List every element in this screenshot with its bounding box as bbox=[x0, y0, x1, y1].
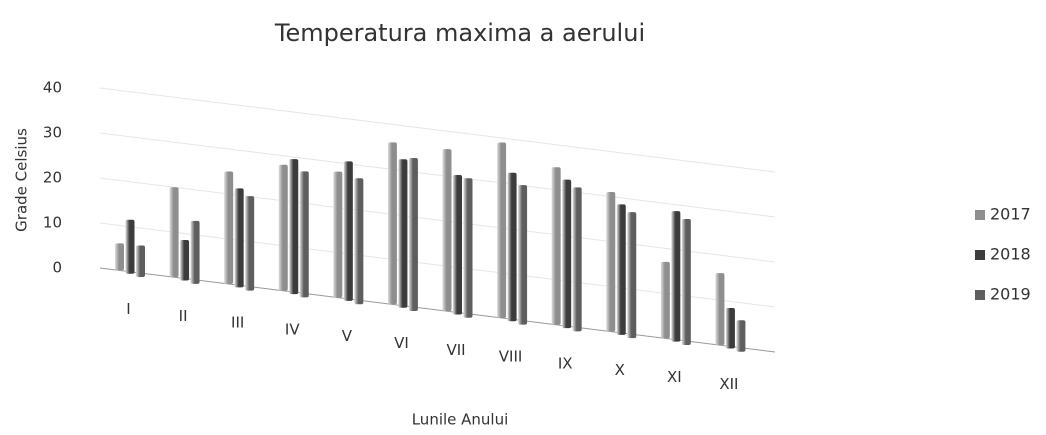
bar bbox=[245, 196, 255, 291]
x-tick-label: V bbox=[342, 327, 353, 345]
bar bbox=[562, 179, 572, 329]
bar bbox=[234, 188, 244, 288]
bar bbox=[627, 212, 637, 339]
bar bbox=[616, 204, 626, 335]
bar bbox=[190, 220, 200, 284]
bar bbox=[125, 219, 135, 274]
bar bbox=[442, 149, 452, 312]
grid-line bbox=[99, 177, 776, 263]
x-tick-label: III bbox=[231, 314, 244, 332]
bar bbox=[507, 172, 517, 322]
x-tick-label: VI bbox=[394, 334, 409, 352]
bar bbox=[453, 174, 462, 315]
bar bbox=[408, 158, 418, 312]
legend-label: 2018 bbox=[990, 245, 1031, 264]
x-tick-label: I bbox=[126, 300, 130, 318]
bar bbox=[169, 187, 179, 278]
bar bbox=[387, 142, 397, 305]
x-tick-label: X bbox=[615, 361, 625, 379]
legend-swatch bbox=[975, 210, 985, 220]
bar bbox=[136, 245, 145, 278]
x-tick-label: XI bbox=[667, 368, 682, 386]
bar bbox=[463, 178, 473, 318]
y-tick-label: 20 bbox=[43, 169, 62, 187]
legend-label: 2017 bbox=[990, 205, 1031, 224]
bar bbox=[736, 320, 746, 352]
bar bbox=[354, 178, 364, 305]
grid-line bbox=[99, 87, 776, 173]
x-tick-label: VII bbox=[446, 341, 465, 359]
bar bbox=[518, 185, 528, 325]
bar bbox=[289, 159, 299, 295]
bar bbox=[180, 240, 190, 281]
bar bbox=[681, 218, 691, 345]
bar bbox=[715, 273, 725, 346]
y-tick-label: 10 bbox=[43, 214, 62, 232]
bar bbox=[278, 164, 288, 291]
bar bbox=[299, 171, 309, 298]
y-tick-label: 0 bbox=[52, 259, 62, 277]
x-tick-label: XII bbox=[719, 375, 738, 393]
x-axis-title: Lunile Anului bbox=[412, 411, 509, 429]
y-axis-title: Grade Celsius bbox=[13, 128, 31, 232]
bar bbox=[606, 192, 616, 332]
bar bbox=[115, 243, 124, 271]
bar bbox=[660, 261, 670, 339]
x-tick-label: VIII bbox=[499, 348, 523, 366]
bar bbox=[671, 211, 681, 342]
bar bbox=[572, 187, 582, 332]
bar bbox=[497, 142, 507, 318]
bar bbox=[224, 171, 234, 285]
legend-label: 2019 bbox=[990, 285, 1031, 304]
bar bbox=[551, 167, 561, 325]
legend-swatch bbox=[975, 250, 985, 260]
bar bbox=[398, 159, 408, 308]
y-tick-label: 40 bbox=[43, 79, 62, 97]
x-tick-label: II bbox=[179, 307, 188, 325]
grid-line bbox=[99, 132, 776, 218]
legend-swatch bbox=[975, 290, 985, 300]
bar bbox=[333, 171, 343, 298]
y-tick-label: 30 bbox=[43, 124, 62, 142]
x-tick-label: IV bbox=[285, 320, 300, 338]
bar bbox=[343, 161, 353, 301]
x-tick-label: IX bbox=[558, 354, 573, 372]
bar bbox=[725, 307, 735, 349]
chart-title: Temperatura maxima a aerului bbox=[274, 19, 645, 47]
